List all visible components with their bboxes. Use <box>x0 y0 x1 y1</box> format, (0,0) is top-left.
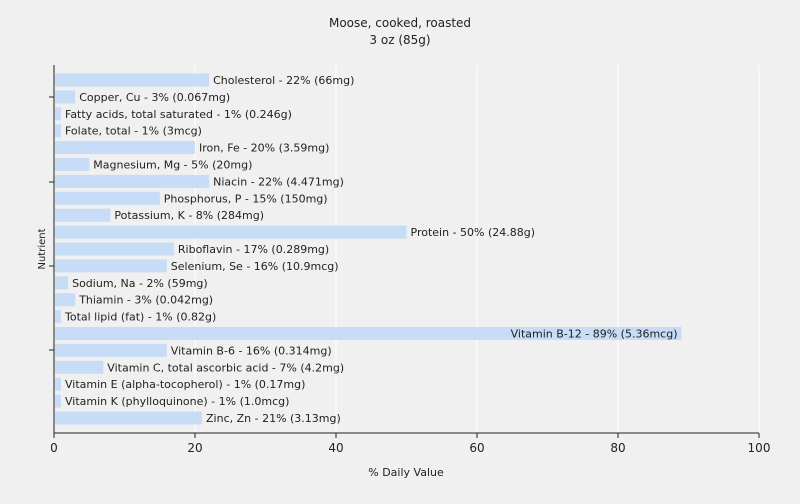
bars <box>55 73 682 425</box>
bar <box>55 293 76 307</box>
bar-label: Fatty acids, total saturated - 1% (0.246… <box>65 108 292 121</box>
bar <box>55 191 160 205</box>
axes <box>53 65 759 434</box>
bar <box>55 377 61 391</box>
bar-label: Riboflavin - 17% (0.289mg) <box>178 243 329 256</box>
bar <box>55 225 407 239</box>
y-axis-title: Nutrient <box>37 228 48 269</box>
bar-label: Vitamin B-6 - 16% (0.314mg) <box>171 344 332 357</box>
bar <box>55 73 210 87</box>
x-tick-label: 20 <box>187 441 202 455</box>
bar <box>55 107 61 121</box>
bar <box>55 411 202 425</box>
bar-label: Magnesium, Mg - 5% (20mg) <box>93 159 252 172</box>
x-tick-label: 40 <box>328 441 343 455</box>
bar-label: Phosphorus, P - 15% (150mg) <box>164 192 328 205</box>
bar <box>55 158 90 171</box>
x-tick-label: 60 <box>469 441 484 455</box>
bar-label: Niacin - 22% (4.471mg) <box>213 175 344 188</box>
x-tick-label: 100 <box>748 441 771 455</box>
bar-label: Sodium, Na - 2% (59mg) <box>72 277 208 290</box>
bar-label: Folate, total - 1% (3mcg) <box>65 125 202 138</box>
bar <box>55 124 61 138</box>
bar-label: Potassium, K - 8% (284mg) <box>114 209 264 222</box>
bar-label: Selenium, Se - 16% (10.9mcg) <box>171 260 339 273</box>
x-tick-label: 80 <box>610 441 625 455</box>
bar <box>55 310 61 324</box>
bar <box>55 327 682 340</box>
bar <box>55 174 210 188</box>
bar-label: Protein - 50% (24.88g) <box>411 226 536 239</box>
bar-label: Vitamin B-12 - 89% (5.36mcg) <box>511 328 678 341</box>
bar-label: Thiamin - 3% (0.042mg) <box>78 294 213 307</box>
grid-lines <box>194 65 760 433</box>
bar-label: Cholesterol - 22% (66mg) <box>213 74 354 87</box>
bar <box>55 343 167 357</box>
bar <box>55 276 69 290</box>
x-axis-title: % Daily Value <box>368 466 444 479</box>
x-ticks: 0 20 40 60 80 100 <box>49 96 771 455</box>
bar-label: Vitamin K (phylloquinone) - 1% (1.0mcg) <box>65 395 289 408</box>
bar-label: Iron, Fe - 20% (3.59mg) <box>199 142 329 155</box>
bar <box>55 259 167 273</box>
bar <box>55 394 61 408</box>
bar-label: Vitamin E (alpha-tocopherol) - 1% (0.17m… <box>65 378 305 391</box>
chart-title: Moose, cooked, roasted <box>329 16 471 30</box>
bar <box>55 360 104 374</box>
bar <box>55 208 111 222</box>
bar-label: Vitamin C, total ascorbic acid - 7% (4.2… <box>107 361 344 374</box>
bar-labels: Cholesterol - 22% (66mg) Copper, Cu - 3% … <box>64 74 678 425</box>
bar <box>55 141 195 155</box>
bar-label: Zinc, Zn - 21% (3.13mg) <box>206 412 341 425</box>
bar <box>55 90 76 104</box>
chart-subtitle: 3 oz (85g) <box>369 33 430 47</box>
bar-label: Copper, Cu - 3% (0.067mg) <box>79 91 230 104</box>
bar <box>55 242 174 256</box>
bar-label: Total lipid (fat) - 1% (0.82g) <box>64 311 216 324</box>
x-tick-label: 0 <box>50 441 58 455</box>
